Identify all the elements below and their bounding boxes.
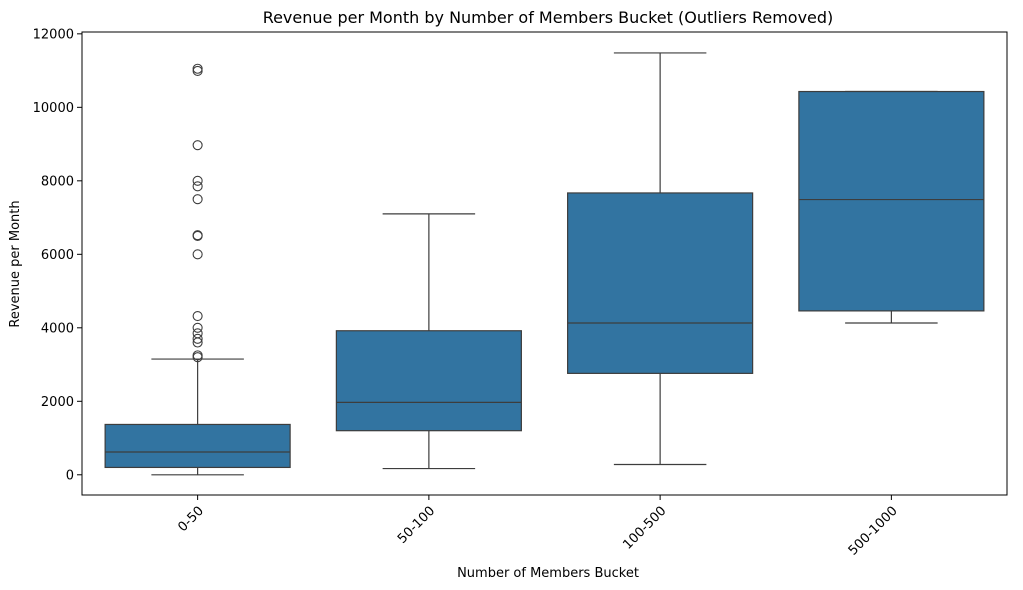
plot-area: 0 2000 4000 6000 8000 10000 12000 0-50 50-100 100…: [33, 27, 1008, 559]
plot-frame: [81, 31, 1008, 496]
y-tick-label: 12000: [33, 27, 74, 42]
box-0-50: [104, 423, 291, 469]
y-tick-label: 6000: [41, 248, 74, 263]
outlier-point: [192, 181, 203, 192]
outlier-point: [192, 63, 203, 74]
outlier-point: [192, 322, 203, 333]
x-tick-label: 500-1000: [846, 504, 901, 559]
outlier-point: [192, 333, 203, 344]
outlier-point: [192, 230, 203, 241]
outlier-point: [192, 249, 203, 260]
x-axis-label: Number of Members Bucket: [457, 566, 639, 581]
chart-title: Revenue per Month by Number of Members B…: [263, 8, 834, 27]
outlier-point: [192, 310, 203, 322]
box-100-500: [567, 192, 754, 374]
outlier-point: [192, 175, 203, 186]
y-tick-label: 2000: [41, 395, 74, 410]
outlier-point: [192, 328, 203, 339]
x-tick-label: 0-50: [175, 504, 206, 535]
y-tick-label: 0: [66, 468, 74, 483]
y-tick-label: 8000: [41, 174, 74, 189]
outlier-point: [192, 194, 203, 205]
x-tick-label: 50-100: [395, 504, 438, 547]
outlier-point: [192, 350, 203, 361]
y-tick-label: 10000: [33, 101, 74, 116]
box-50-100: [335, 330, 522, 432]
outlier-point: [192, 140, 203, 151]
x-tick-label: 100-500: [620, 504, 669, 553]
y-tick-label: 4000: [41, 321, 74, 336]
y-axis-label: Revenue per Month: [8, 200, 23, 327]
outlier-point: [192, 65, 203, 77]
box-500-1000: [798, 90, 985, 312]
